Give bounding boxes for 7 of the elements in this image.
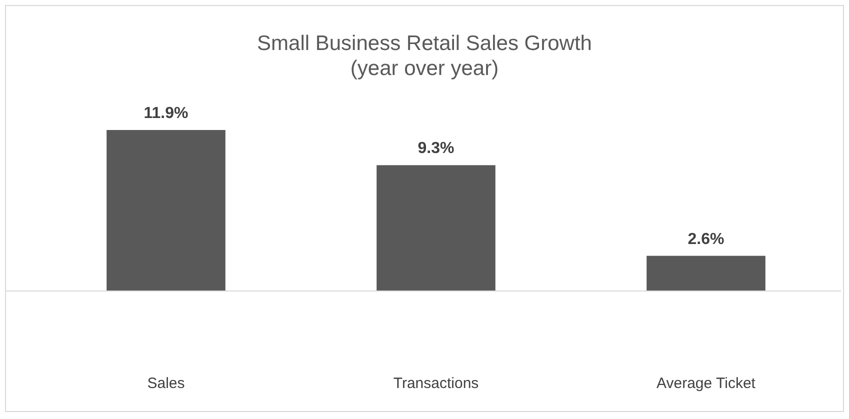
x-tick-label: Transactions xyxy=(393,375,479,392)
data-label: 9.3% xyxy=(418,140,454,158)
x-tick-label: Average Ticket xyxy=(656,375,756,392)
data-label: 2.6% xyxy=(688,230,724,248)
x-tick-label: Sales xyxy=(147,375,185,392)
data-label: 11.9% xyxy=(144,105,188,122)
chart-title: Small Business Retail Sales Growth (year over year) xyxy=(257,32,592,80)
